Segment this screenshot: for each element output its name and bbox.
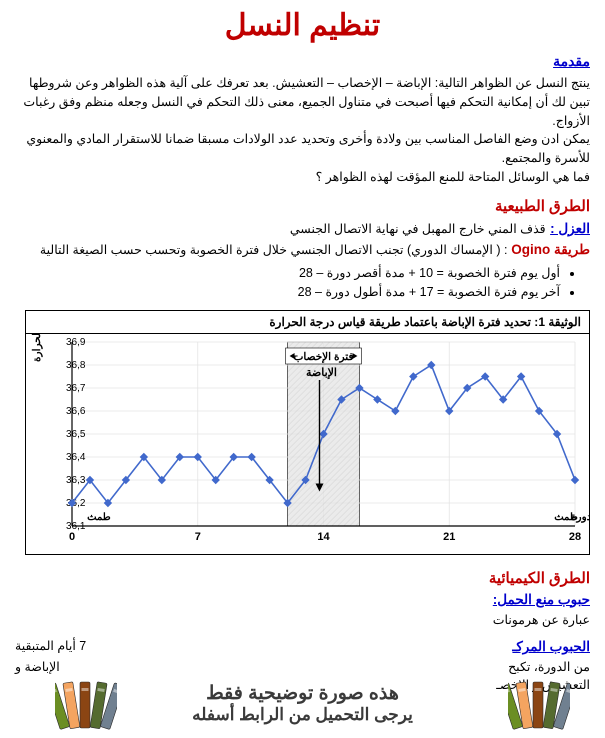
svg-text:36,3: 36,3 [66,475,86,486]
partial-2-end: 7 أيام المتبقية [15,637,86,656]
svg-text:36,4: 36,4 [66,452,86,463]
svg-text:14: 14 [317,531,330,543]
svg-text:21: 21 [443,531,455,543]
svg-text:36,6: 36,6 [66,406,86,417]
chart-area: 36,936,836,736,636,536,436,336,236,10714… [26,334,589,554]
ogino-text: : ( الإمساك الدوري) تجنب الاتصال الجنسي … [40,243,508,257]
svg-text:طمث: طمث [554,512,578,523]
natural-header: الطرق الطبيعية [15,197,590,215]
overlay-banner: هذه صورة توضيحية فقط يرجى التحميل من الر… [0,668,605,738]
ogino-line: طريقة Ogino : ( الإمساك الدوري) تجنب الا… [15,241,590,260]
chart-container: الوثيقة 1: تحديد فترة الإباضة باعتماد طر… [25,310,590,555]
svg-text:فترة الإخصاب: فترة الإخصاب [294,351,354,364]
intro-p2: يمكن ادن وضع الفاصل المناسب بين ولادة وأ… [15,130,590,168]
svg-text:36,5: 36,5 [66,429,86,440]
partial-2: الحبوب المركـ 7 أيام المتبقية [15,637,590,657]
svg-text:الحرارة: الحرارة [31,334,43,362]
intro-p3: فما هي الوسائل المتاحة للمنع المؤقت لهذه… [15,168,590,187]
bullet-1: أول يوم فترة الخصوبة = 10 + مدة أقصر دور… [15,264,560,283]
svg-text:36,9: 36,9 [66,337,86,348]
doc-title: تنظيم النسل [15,8,590,43]
ogino-bullets: أول يوم فترة الخصوبة = 10 + مدة أقصر دور… [15,264,590,302]
intro-p1: ينتج النسل عن الظواهر التالية: الإباضة –… [15,74,590,130]
bullet-2: آخر يوم فترة الخصوبة = 17 + مدة أطول دور… [15,283,560,302]
svg-text:الإباضة: الإباضة [306,367,337,380]
azl-text: قذف المني خارج المهبل في نهاية الاتصال ا… [290,222,546,236]
svg-text:طمث: طمث [87,512,111,523]
ogino-term: طريقة Ogino [507,242,590,257]
svg-text:7: 7 [195,531,201,543]
pills-subheader: حبوب منع الحمل: [15,592,590,608]
svg-text:36,7: 36,7 [66,383,86,394]
books-icon-right [508,674,570,734]
intro-header-text: مقدمة [553,53,590,69]
chart-title: الوثيقة 1: تحديد فترة الإباضة باعتماد طر… [26,311,589,334]
overlay-line-1: هذه صورة توضيحية فقط [206,682,399,705]
svg-text:28: 28 [569,531,581,543]
svg-text:36,8: 36,8 [66,360,86,371]
partial-1a: عبارة عن هرمونات [493,613,590,627]
temp-chart: 36,936,836,736,636,536,436,336,236,10714… [24,334,589,554]
overlay-line-2: يرجى التحميل من الرابط أسفله [192,705,413,725]
intro-header: مقدمة [15,53,590,70]
partial-2-term: الحبوب المركـ [512,639,590,654]
books-icon-left [55,674,117,734]
azl-term: العزل : [550,221,590,236]
partial-1: عبارة عن هرمونات [15,611,590,630]
svg-text:0: 0 [69,531,75,543]
chemical-header: الطرق الكيميائية [15,569,590,587]
azl-line: العزل : قذف المني خارج المهبل في نهاية ا… [15,220,590,239]
